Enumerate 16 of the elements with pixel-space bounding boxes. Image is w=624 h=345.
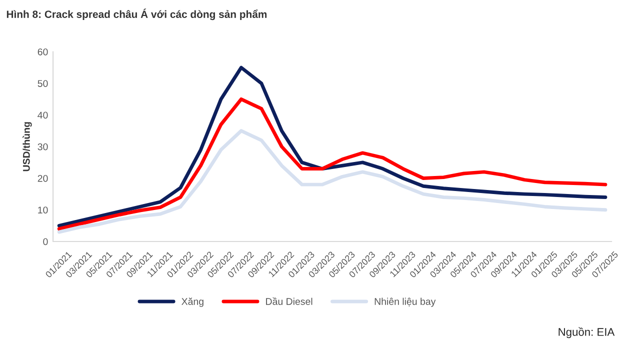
y-tick-label: 50 [38, 80, 48, 87]
text: Nguồn: EIA [558, 327, 615, 338]
legend-label: Dầu Diesel [266, 297, 312, 305]
y-tick-label: 60 [38, 48, 48, 56]
y-tick-label: 40 [38, 112, 48, 119]
line-series [57, 97, 608, 231]
line-series [57, 66, 608, 228]
line-series [57, 129, 608, 234]
legend-label: Xăng [182, 298, 204, 307]
legend-label: Nhiên liệu bay [374, 298, 436, 307]
y-tick-label: 0 [43, 238, 48, 246]
y-axis-title: USD/thùng [22, 122, 32, 172]
chart-title: Hình 8: Crack spread châu Á với các dòng sản phẩm [6, 8, 267, 20]
y-tick-label: 10 [38, 206, 48, 214]
y-tick-label: 30 [38, 143, 48, 150]
y-tick-label: 20 [38, 174, 48, 182]
